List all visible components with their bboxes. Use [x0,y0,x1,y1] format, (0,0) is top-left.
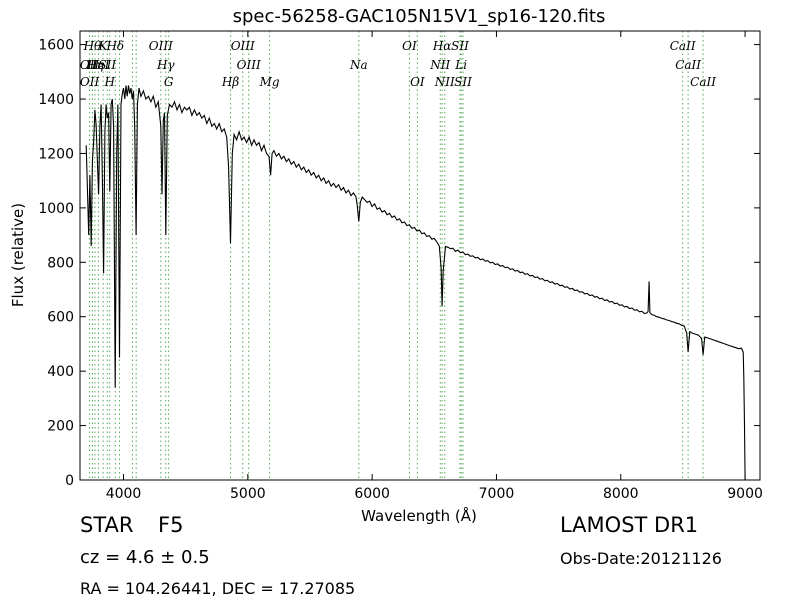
line-label: OIII [237,58,261,72]
line-label: Hγ [156,58,175,72]
line-label: CaII [675,58,701,72]
line-label: Li [454,58,467,72]
x-tick-label: 8000 [603,486,639,502]
line-label: CaII [690,75,716,89]
line-label: OII [80,58,100,72]
chart-title: spec-56258-GAC105N15V1_sp16-120.fits [233,6,606,27]
x-axis-ticks: 4000 5000 6000 7000 8000 9000 [106,31,763,502]
line-label: SII [454,75,472,89]
x-tick-label: 9000 [727,486,763,502]
y-tick-label: 1400 [38,92,74,108]
y-axis-label: Flux (relative) [9,203,27,307]
line-label: CaII [670,39,696,53]
line-label: HeI [86,58,110,72]
line-label: SII [451,39,469,53]
redshift-value: cz = 4.6 ± 0.5 [80,547,210,568]
spectrum-series-line [85,85,746,481]
object-subclass: F5 [158,513,184,537]
x-tick-label: 5000 [230,486,266,502]
line-label: SII [98,58,116,72]
y-tick-label: 1000 [38,201,74,217]
line-label: K [98,39,109,53]
plot-frame [79,30,761,481]
y-tick-label: 800 [47,255,74,271]
survey-name: LAMOST DR1 [560,513,699,537]
line-label: NII [429,58,450,72]
line-label: Hη [85,58,104,72]
y-tick-label: 200 [47,419,74,435]
line-label: Hθ [83,39,102,53]
line-label: Na [349,58,368,72]
y-axis-ticks: 0 200 400 600 800 1000 1200 1400 1600 [38,38,760,489]
x-axis-label: Wavelength (Å) [361,506,477,525]
line-label: OI [410,75,425,89]
line-label: G [164,75,174,89]
observation-date: Obs-Date:20121126 [560,549,722,568]
line-label: Hδ [105,39,124,53]
line-markers [89,31,704,480]
line-label: H [103,75,115,89]
object-class: STAR [80,513,134,537]
x-tick-label: 4000 [106,486,142,502]
x-tick-label: 6000 [354,486,390,502]
line-label: OIII [231,39,255,53]
x-tick-label: 7000 [479,486,515,502]
line-label: Hα [432,39,452,53]
y-tick-label: 1600 [38,38,74,54]
line-label: NII [434,75,455,89]
coordinates: RA = 104.26441, DEC = 17.27085 [80,579,356,598]
line-label: OI [402,39,417,53]
y-tick-label: 0 [65,473,74,489]
y-tick-label: 400 [47,364,74,380]
y-tick-label: 1200 [38,146,74,162]
line-label: Hβ [221,75,239,89]
y-tick-label: 600 [47,310,74,326]
line-label: OIII [149,39,173,53]
line-label: Mg [259,75,280,89]
line-label: OII [80,75,100,89]
